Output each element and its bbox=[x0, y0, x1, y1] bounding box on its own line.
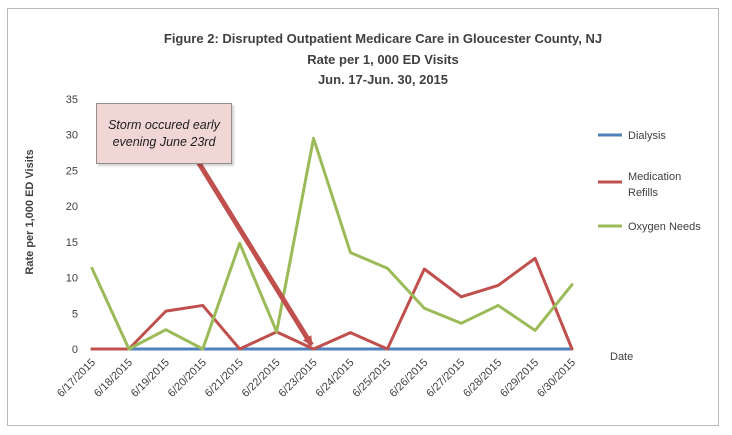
x-axis-ticks: 6/17/20156/18/20156/19/20156/20/20156/21… bbox=[55, 357, 578, 400]
y-tick-label: 10 bbox=[66, 273, 78, 285]
y-tick-label: 20 bbox=[66, 201, 78, 213]
x-tick-label: 6/22/2015 bbox=[240, 357, 283, 400]
x-tick-label: 6/25/2015 bbox=[350, 357, 393, 400]
x-axis-label: Date bbox=[610, 351, 633, 363]
storm-annotation-box: Storm occured early evening June 23rd bbox=[96, 103, 232, 164]
y-tick-label: 25 bbox=[66, 165, 78, 177]
legend-label-oxygen-needs: Oxygen Needs bbox=[628, 221, 701, 233]
x-tick-label: 6/29/2015 bbox=[498, 357, 541, 400]
legend-label-dialysis: Dialysis bbox=[628, 130, 666, 142]
y-tick-label: 0 bbox=[72, 344, 78, 356]
y-tick-label: 30 bbox=[66, 130, 78, 142]
x-tick-label: 6/27/2015 bbox=[424, 357, 467, 400]
x-tick-label: 6/28/2015 bbox=[461, 357, 504, 400]
y-tick-label: 35 bbox=[66, 94, 78, 106]
y-axis-ticks: 0 5 10 15 20 25 30 35 bbox=[66, 94, 78, 356]
chart-title: Figure 2: Disrupted Outpatient Medicare … bbox=[164, 31, 602, 46]
series-line-oxygen-needs bbox=[90, 136, 574, 351]
legend: Dialysis Medication Refills Oxygen Needs bbox=[598, 130, 701, 233]
x-tick-label: 6/19/2015 bbox=[129, 357, 172, 400]
x-tick-label: 6/17/2015 bbox=[55, 357, 98, 400]
legend-label-medication-refills: Medication Refills bbox=[628, 171, 681, 199]
x-tick-label: 6/26/2015 bbox=[387, 357, 430, 400]
x-tick-label: 6/21/2015 bbox=[203, 357, 246, 400]
series-line-medication-refills bbox=[90, 256, 574, 351]
annotation-arrow bbox=[194, 158, 314, 347]
x-tick-label: 6/30/2015 bbox=[535, 357, 578, 400]
series-layer bbox=[90, 136, 574, 351]
x-tick-label: 6/24/2015 bbox=[313, 357, 356, 400]
x-tick-label: 6/20/2015 bbox=[166, 357, 209, 400]
y-axis-label: Rate per 1,000 ED Visits bbox=[24, 149, 36, 274]
y-tick-label: 15 bbox=[66, 237, 78, 249]
chart-subtitle-line-2: Jun. 17-Jun. 30, 2015 bbox=[318, 72, 448, 87]
y-tick-label: 5 bbox=[72, 308, 78, 320]
x-tick-label: 6/18/2015 bbox=[92, 357, 135, 400]
chart-frame bbox=[7, 8, 719, 426]
x-tick-label: 6/23/2015 bbox=[277, 357, 320, 400]
chart-subtitle-line-1: Rate per 1, 000 ED Visits bbox=[307, 52, 459, 67]
